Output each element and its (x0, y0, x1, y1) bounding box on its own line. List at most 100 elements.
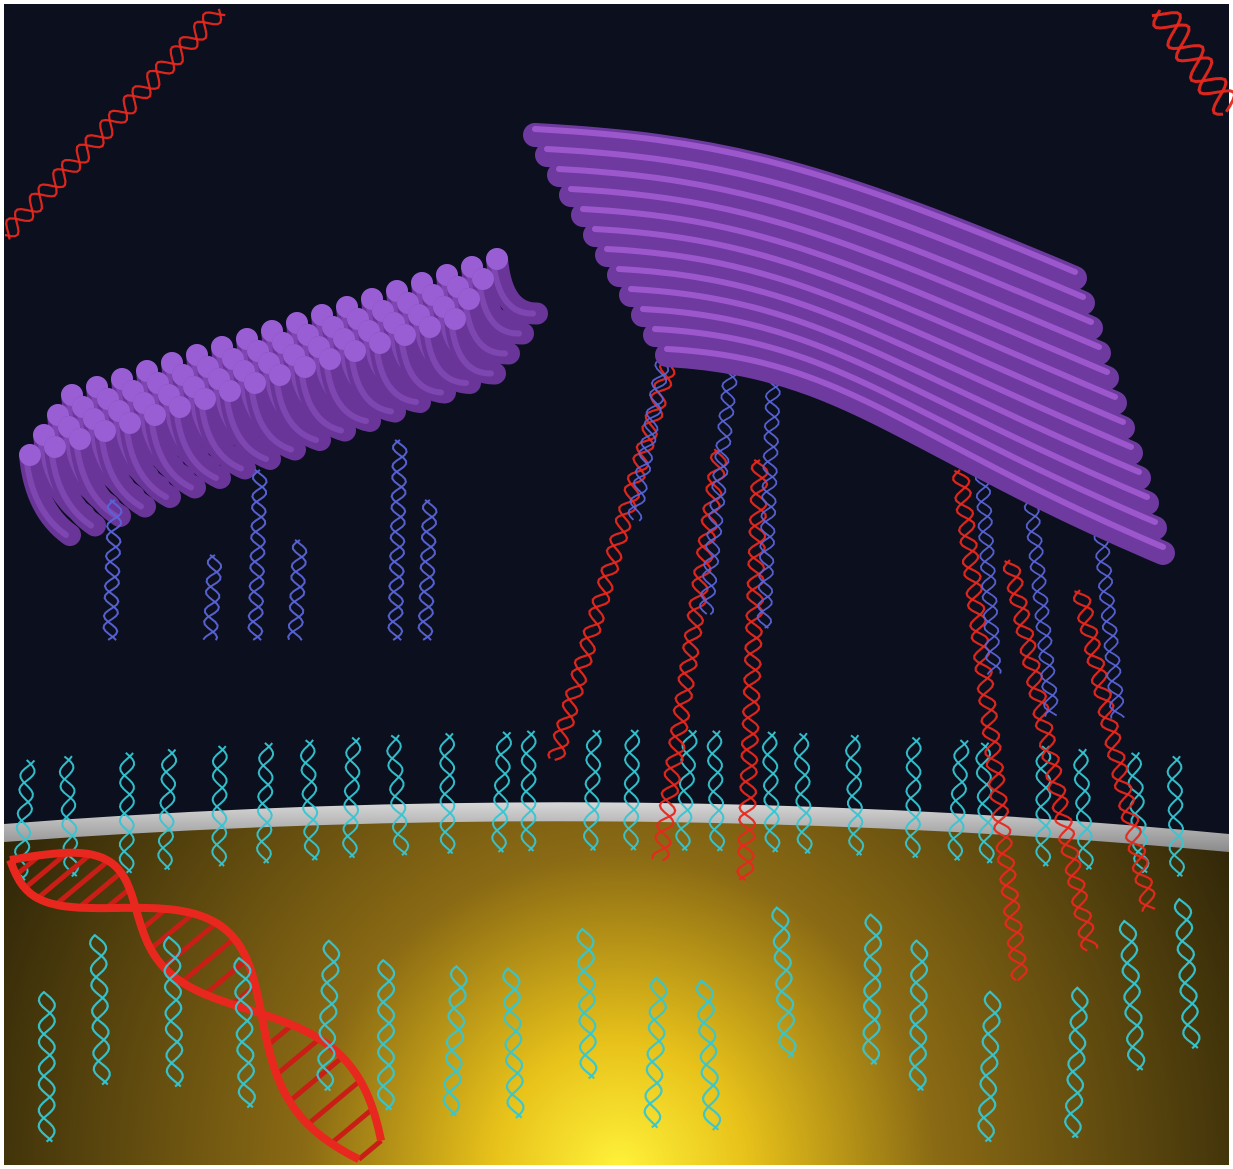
tube-highlight (640, 306, 1150, 500)
surface-strand (256, 742, 275, 864)
base-pair (77, 870, 123, 910)
surface-strand (1118, 919, 1146, 1072)
tube-end (269, 364, 291, 386)
helix-strand (376, 958, 396, 1111)
tube-highlight (616, 266, 1134, 450)
helix-strand (695, 979, 720, 1131)
surface-strand (1035, 745, 1052, 867)
surface-strand (761, 731, 781, 853)
helix-strand (1175, 897, 1201, 1050)
surface-strand (520, 730, 537, 852)
base-pair (287, 1055, 345, 1104)
helix-strand (317, 939, 341, 1092)
surface-strand (623, 729, 641, 851)
tube (523, 123, 1087, 290)
helix-strand (904, 736, 922, 859)
helix-strand (845, 734, 864, 856)
helix-strand (771, 906, 796, 1058)
helix-strand (247, 469, 268, 641)
surface-strand (576, 927, 598, 1080)
tube-end (194, 388, 216, 410)
base-pair (36, 852, 92, 901)
tube-end (169, 396, 191, 418)
helix-strand (316, 939, 340, 1092)
base-pair (357, 1138, 383, 1162)
helix-strand (793, 732, 812, 855)
free-strand (4, 8, 226, 240)
base-pair (180, 936, 236, 985)
tube (655, 343, 1175, 565)
tube-highlight (604, 246, 1126, 425)
capture-strand (247, 469, 268, 641)
tube-end (394, 324, 416, 346)
helix-strand (387, 734, 408, 856)
helix-strand (491, 731, 512, 853)
base-pair (306, 1078, 362, 1127)
helix-strand (233, 956, 256, 1109)
helix-strand (675, 729, 698, 852)
tube-end (44, 436, 66, 458)
helix-strand (256, 742, 275, 864)
base-pair (23, 850, 69, 891)
surface-strand (37, 990, 56, 1143)
surface-strand (1173, 897, 1201, 1050)
surface-strand (299, 739, 320, 861)
helix-strand (582, 729, 602, 852)
helix-strand (706, 730, 725, 852)
surface-strand (977, 990, 1002, 1143)
helix-strand (102, 499, 122, 641)
helix-strand (1120, 919, 1146, 1072)
helix-strand (300, 739, 319, 861)
helix-strand (700, 328, 742, 616)
helix-strand (756, 339, 782, 629)
helix-strand (443, 964, 468, 1117)
hybrid-strand (1002, 559, 1099, 952)
helix-strand (37, 990, 56, 1143)
helix-strand (439, 732, 456, 855)
helix-strand (287, 539, 308, 641)
tube-end (94, 420, 116, 442)
helix-strand (1063, 986, 1088, 1139)
helix-strand (762, 731, 780, 853)
helix-strand (157, 748, 177, 871)
helix-strand (1074, 590, 1156, 910)
helix-strand (157, 748, 178, 871)
capture-strand (699, 328, 742, 616)
surface-strand (706, 730, 726, 852)
helix-strand (644, 976, 668, 1129)
surface-strand (947, 739, 970, 862)
tube (583, 223, 1127, 415)
helix-strand (102, 499, 123, 641)
tube-end (419, 316, 441, 338)
helix-strand (654, 449, 726, 862)
capture-strand (756, 339, 783, 629)
helix-strand (89, 933, 111, 1086)
helix-strand (234, 956, 256, 1109)
surface-strand (233, 956, 256, 1109)
capture-strand (102, 499, 123, 641)
backbone (9, 848, 386, 1142)
surface-strand (1166, 755, 1186, 878)
surface-strand (771, 906, 797, 1058)
surface-strand (162, 935, 184, 1088)
tube-end (369, 332, 391, 354)
helix-strand (978, 990, 1002, 1143)
tube-end (458, 288, 480, 310)
helix-strand (520, 730, 537, 852)
helix-strand (37, 990, 56, 1143)
helix-strand (88, 933, 111, 1086)
hybrid-strand (651, 448, 728, 862)
helix-strand (1166, 755, 1185, 878)
surface-strand (1126, 751, 1150, 874)
tube-end (119, 412, 141, 434)
hybrid-strand (736, 458, 769, 881)
tube (631, 303, 1159, 515)
surface-rim (4, 802, 1229, 852)
helix-strand (417, 499, 437, 641)
surface-strand (643, 976, 668, 1129)
helix-strand (909, 939, 929, 1092)
helix-strand (975, 742, 995, 864)
tube (571, 203, 1119, 390)
helix-strand (1004, 560, 1099, 949)
helix-strand (761, 731, 781, 853)
